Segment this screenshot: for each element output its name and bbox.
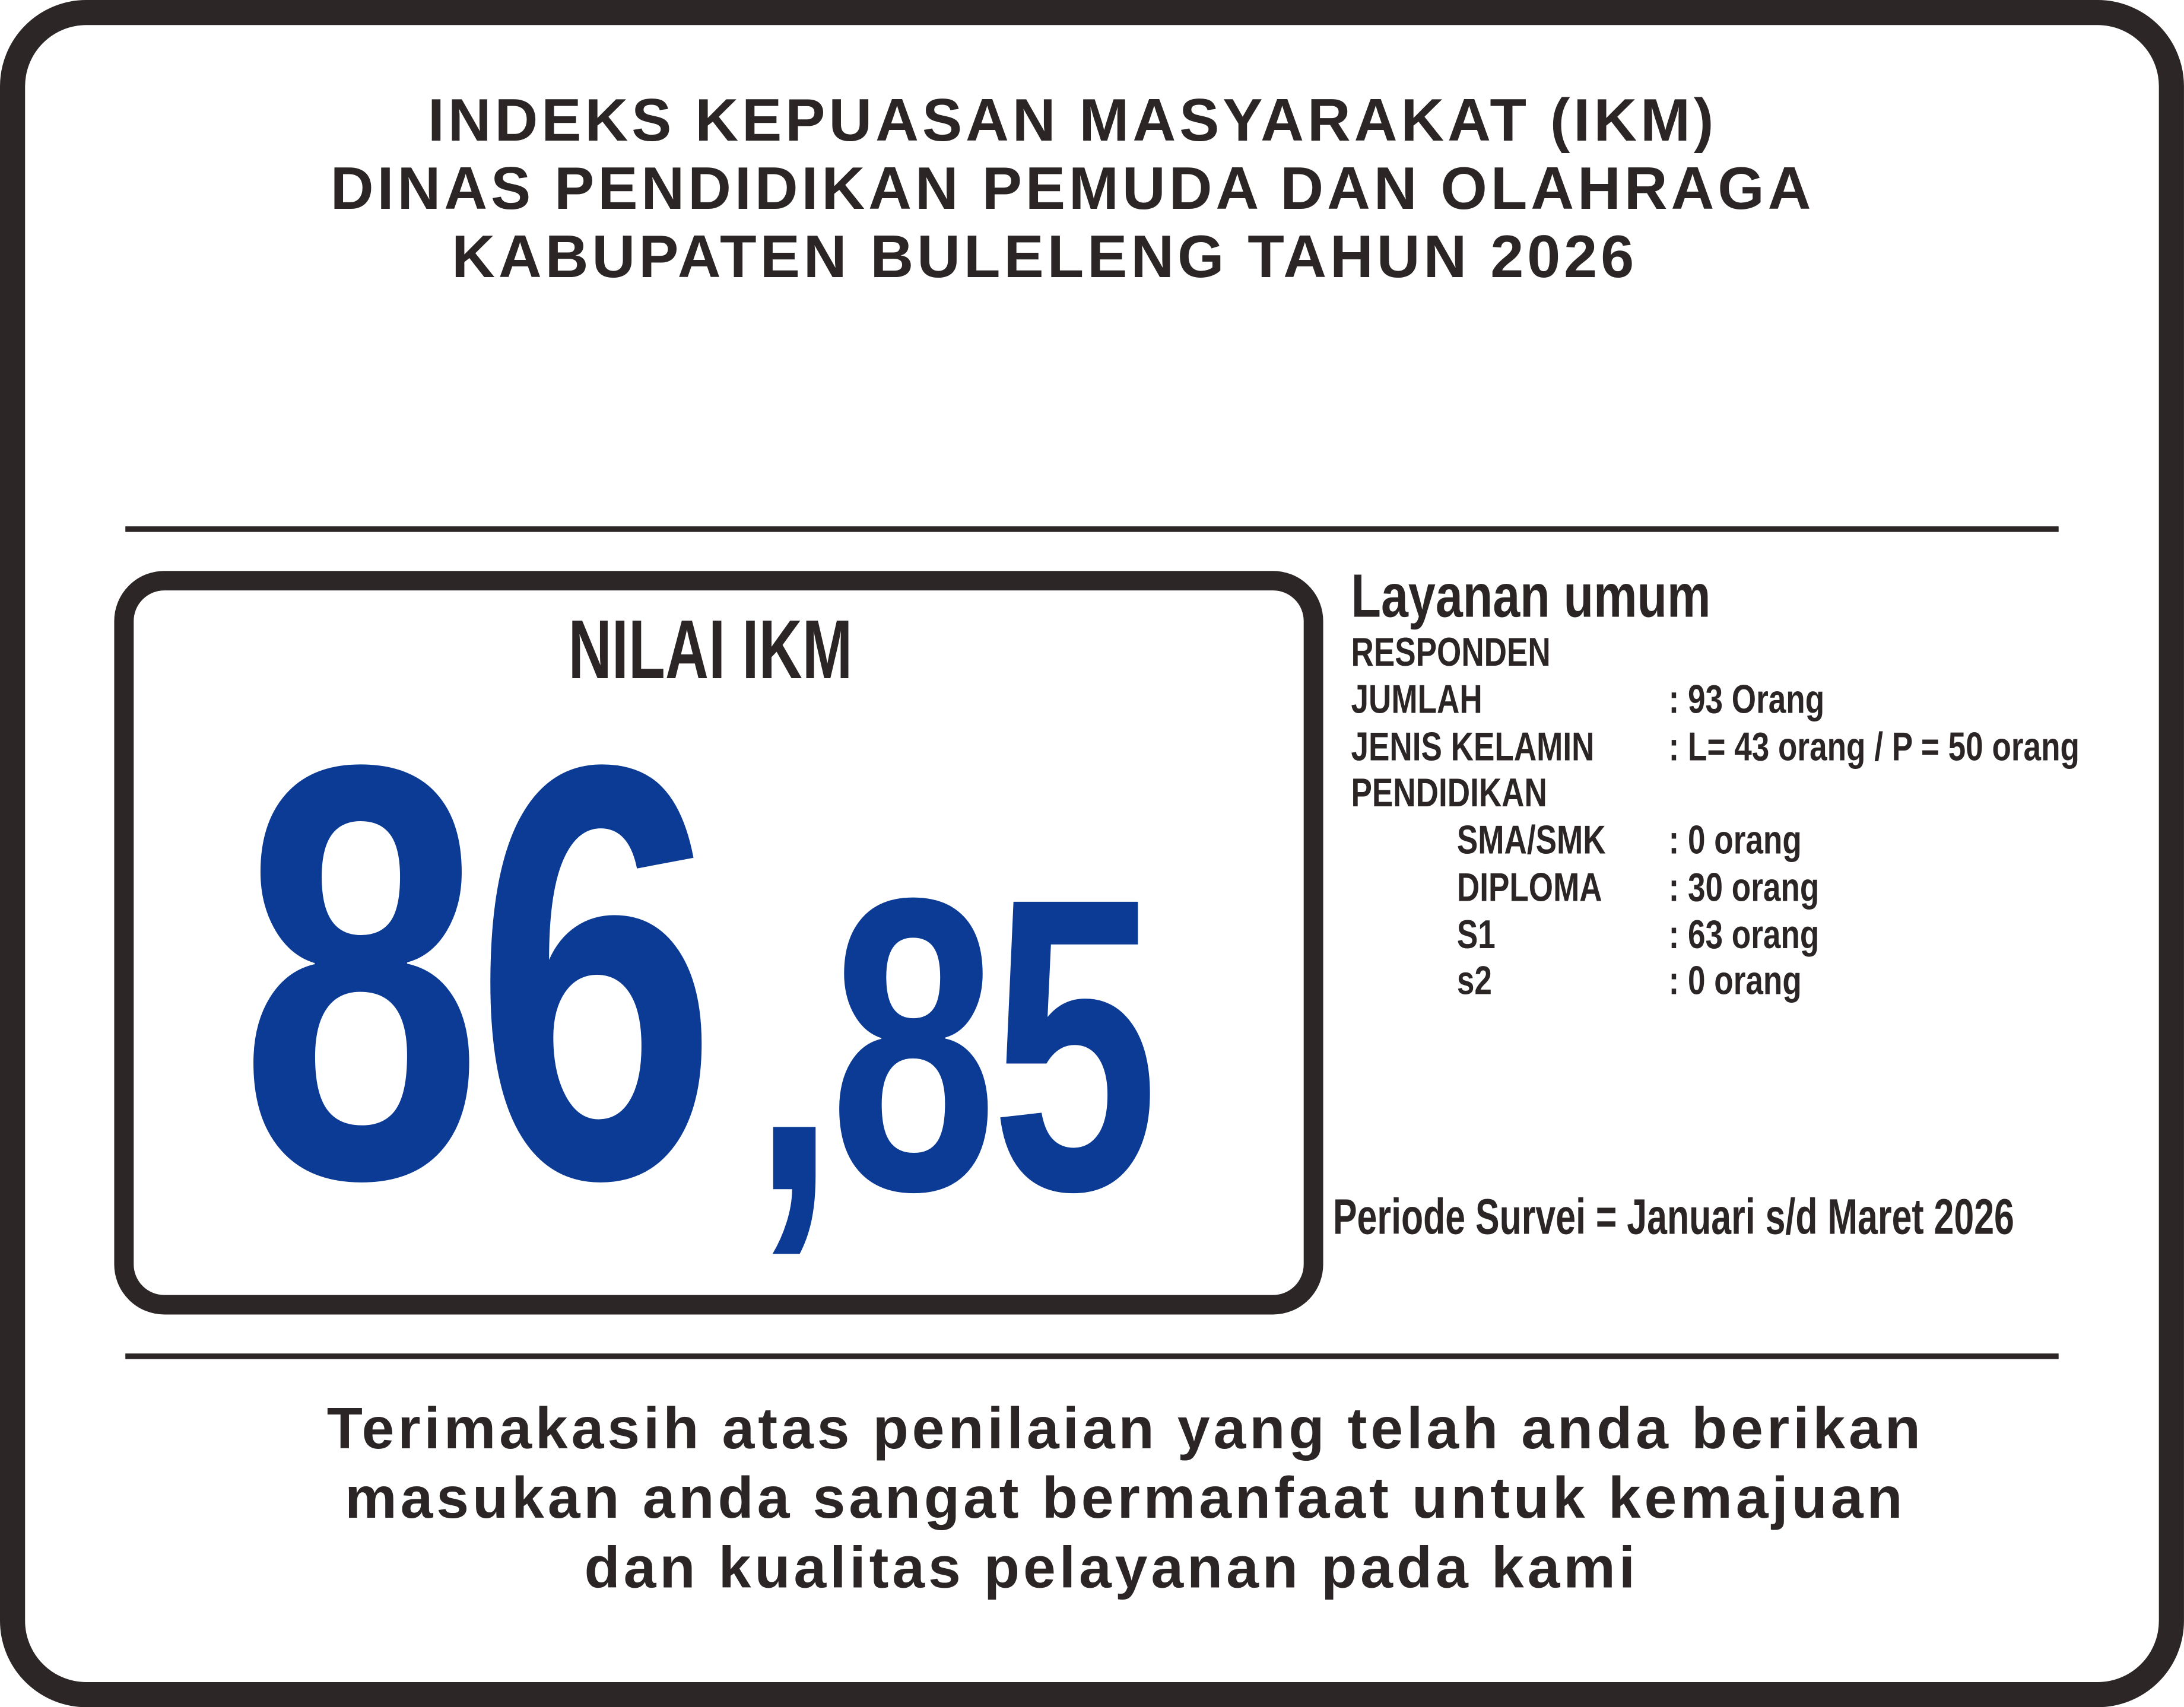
score-decimal: ,85 [752,810,1158,1279]
row-label: JENIS KELAMIN [1351,725,1595,770]
row-label: JUMLAH [1351,678,1483,723]
footer-line-3: dan kualitas pelayanan pada kami [584,1534,1639,1600]
row-jenis-kelamin: JENIS KELAMIN [1351,724,1663,771]
title-line-1: INDEKS KEPUASAN MASYARAKAT (IKM) [427,87,1718,155]
edu-label: s2 [1456,959,1492,1005]
row-value: : L= 43 orang / P = 50 orang [1668,725,2080,770]
edu-label: DIPLOMA [1456,866,1602,911]
footer-line-2: masukan anda sangat bermanfaat untuk kem… [345,1464,1906,1531]
row-jumlah: JUMLAH [1351,677,1519,724]
row-value: : 93 Orang [1668,678,1825,723]
edu-value: : 0 orang [1668,818,1802,864]
divider-bottom [125,1353,2059,1359]
divider-top [125,526,2059,532]
education-heading: PENDIDIKAN [1351,771,1547,816]
edu-value: : 30 orang [1668,866,1820,911]
score-integer: 86 [239,641,718,1302]
edu-value: : 63 orang [1668,913,1820,958]
survey-period: Periode Survei = Januari s/d Maret 2026 [1332,1187,2014,1245]
score-box [114,571,1323,1315]
respondents-heading: RESPONDEN [1351,631,1551,676]
edu-value: : 0 orang [1668,959,1802,1005]
edu-label: S1 [1456,913,1496,958]
service-name: Layanan umum [1351,562,1711,631]
score-label: NILAI IKM [568,603,853,697]
title-line-3: KABUPATEN BULELENG TAHUN 2026 [452,224,1638,291]
title-line-2: DINAS PENDIDIKAN PEMUDA DAN OLAHRAGA [330,155,1815,223]
footer-line-1: Terimakasih atas penilaian yang telah an… [326,1395,1924,1461]
edu-label: SMA/SMK [1456,818,1606,864]
